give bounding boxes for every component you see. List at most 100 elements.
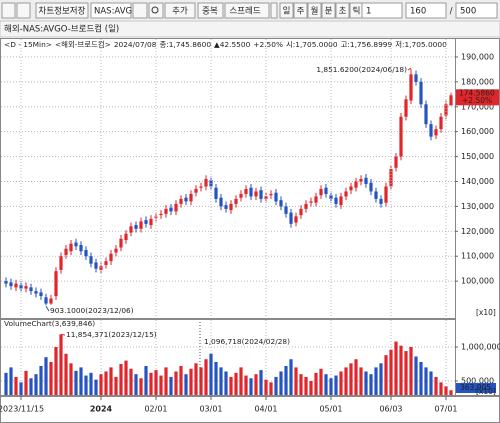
search-icon [151,6,159,14]
period-button[interactable] [335,2,350,19]
volume-bar [404,351,408,395]
volume-bar [109,367,113,395]
candle-body [29,287,33,292]
candle-body [324,187,328,194]
candle-body [39,292,43,297]
period-button[interactable] [307,2,322,19]
candle-body [399,116,403,157]
candle-body [314,196,318,203]
symbol-label: NAS:AVG [94,7,132,17]
symbol-box[interactable] [90,2,132,19]
period-button[interactable] [321,2,336,19]
x-tick-label: 2023/11/15 [0,405,44,414]
candle-body [34,291,38,294]
candle-body [339,196,343,206]
period-button[interactable] [279,2,294,19]
volume-bar [144,366,148,395]
volume-bar [154,370,158,395]
x-tick-label: 05/01 [319,405,342,414]
volume-bar [24,370,28,395]
candle-body [319,188,323,196]
volume-bar [344,367,348,395]
save-button[interactable] [35,2,89,19]
candle-body [4,281,8,284]
candle-body [224,205,228,209]
candle-body [174,203,178,212]
candle-body [189,193,193,202]
change-tag: +2.50% [462,96,492,105]
search-button[interactable] [148,2,164,19]
x-tick-label: 03/01 [199,405,222,414]
candle-body [124,233,128,241]
annotation-line [60,333,66,336]
volume-bar [414,356,418,395]
icon-button[interactable] [132,2,148,19]
volume-bar [334,375,338,395]
volume-bar [269,382,273,395]
volume-bar [289,359,293,395]
candle-body [264,196,268,199]
y-tick-label: 500,000 [461,376,494,385]
volume-bar [9,367,13,395]
annotation: 1,851.6200(2024/06/18) [316,65,407,74]
candle-body [254,191,258,197]
volume-bar [89,372,93,395]
volume-bar [374,367,378,395]
interval-input[interactable] [361,2,403,19]
candle-body [69,243,73,252]
candle-body [244,188,248,194]
volume-bar [149,372,153,395]
candle-body [104,261,108,265]
volume-bar [444,386,448,395]
header-text: 종:1,745.8600 [159,40,211,49]
volume-title: VolumeChart(3,639,846) [4,319,95,328]
annotation: 11,854,371(2023/12/15) [66,330,157,339]
candle-body [89,256,93,264]
annotation-line [45,306,50,312]
icon-button[interactable] [16,2,31,19]
header-text: ▲42.5500 [214,40,251,49]
volume-bar [319,368,323,395]
annotation-line [407,67,412,71]
candle-body [144,220,148,224]
icon-button[interactable] [270,2,278,19]
y-tick-label: 160,000 [461,127,494,136]
header-text: 2024/07/08 [114,40,157,49]
volume-bar [434,376,438,395]
scale-note: [x10] [476,308,496,317]
candle-body [109,253,113,262]
volume-bar [124,360,128,395]
x-tick-label: 02/01 [144,405,167,414]
volume-bar [419,361,423,395]
period-label: 주 [297,7,305,17]
volume-bar [4,372,8,395]
candle-body [184,197,188,202]
period-button[interactable] [293,2,308,19]
y-tick-label: 100,000 [461,277,494,286]
candle-body [384,186,388,203]
add-button[interactable] [164,2,196,19]
candle-body [409,74,413,101]
icon-button[interactable] [1,2,16,19]
candle-body [9,282,13,287]
candle-body [64,248,68,255]
volume-bar [39,366,43,395]
volume-bar [84,375,88,395]
candle-body [449,95,453,106]
volume-bar [369,374,373,395]
candle-body [349,186,353,191]
last-tag-box [456,383,496,393]
volume-bar [424,367,428,395]
candle-body [49,298,53,304]
candle-body [194,188,198,193]
last-tag: 363,905 [460,383,491,392]
overlap-button[interactable] [197,2,224,19]
candle-body [379,198,383,204]
volume-bar [219,367,223,395]
count-input[interactable] [405,2,447,19]
volume-bar [119,363,123,395]
y-tick-label: 150,000 [461,152,494,161]
volume-bar [164,367,168,395]
spread-button[interactable] [224,2,270,19]
volume-bar [264,379,268,395]
